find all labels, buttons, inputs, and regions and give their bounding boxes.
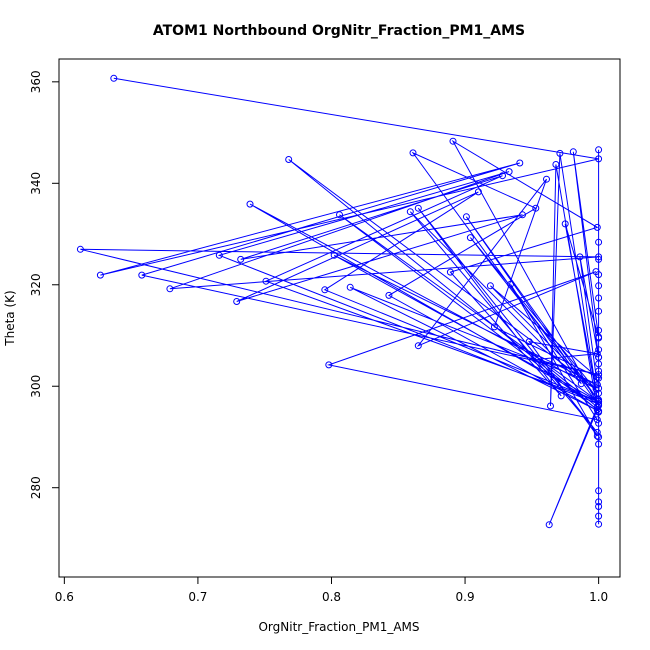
data-point <box>595 384 603 392</box>
y-axis-label: Theta (K) <box>3 290 17 346</box>
data-point <box>466 234 474 242</box>
data-point <box>237 255 245 263</box>
data-point <box>409 149 417 157</box>
data-point <box>262 277 270 285</box>
data-point <box>215 251 223 259</box>
y-tick-label: 340 <box>29 172 43 195</box>
data-point <box>414 204 422 212</box>
data-point <box>593 432 601 440</box>
data-point <box>595 487 603 495</box>
data-point <box>385 291 393 299</box>
data-point <box>593 428 601 436</box>
data-point <box>166 285 174 293</box>
data-point <box>595 255 603 263</box>
data-point <box>246 200 254 208</box>
data-point <box>552 161 560 168</box>
x-tick-label: 1.0 <box>589 590 608 604</box>
data-point <box>595 433 603 441</box>
data-point <box>593 403 601 411</box>
data-point <box>595 146 603 154</box>
data-point <box>507 280 514 288</box>
y-tick-label: 280 <box>29 476 43 499</box>
data-point <box>595 512 603 520</box>
data-point <box>595 374 603 382</box>
data-point <box>595 408 603 416</box>
data-point <box>593 381 601 389</box>
data-point <box>414 342 422 350</box>
data-point <box>595 326 603 334</box>
data-point <box>543 175 550 183</box>
series-line <box>80 77 600 525</box>
data-point <box>557 392 565 400</box>
data-point <box>545 521 553 529</box>
data-point <box>593 223 601 231</box>
data-point <box>462 213 470 221</box>
data-point <box>138 271 146 279</box>
data-point <box>595 367 603 375</box>
data-point <box>519 211 526 219</box>
data-point <box>595 271 603 279</box>
x-tick-label: 0.7 <box>188 590 207 604</box>
y-tick-label: 360 <box>29 70 43 93</box>
data-point <box>336 211 343 219</box>
x-axis-label: OrgNitr_Fraction_PM1_AMS <box>258 620 419 634</box>
plot-frame <box>58 58 621 578</box>
data-point <box>595 346 603 354</box>
data-point <box>474 188 482 196</box>
data-point <box>233 298 241 305</box>
x-tick-label: 0.9 <box>456 590 475 604</box>
data-point <box>576 253 584 261</box>
data-point <box>595 503 603 510</box>
data-point <box>595 307 603 315</box>
data-point <box>525 338 533 346</box>
data-point <box>406 208 414 216</box>
data-point <box>595 360 603 368</box>
data-point <box>595 520 603 528</box>
data-point <box>96 271 104 279</box>
data-point <box>569 148 577 156</box>
data-point <box>593 416 601 424</box>
data-point <box>595 238 603 246</box>
data-point <box>446 268 454 276</box>
data-point <box>486 282 494 290</box>
series <box>595 146 603 528</box>
data-point <box>595 396 603 404</box>
data-point <box>595 353 603 361</box>
y-tick-label: 320 <box>29 273 43 296</box>
data-point <box>547 402 554 410</box>
data-point <box>595 419 603 427</box>
data-point <box>325 361 333 369</box>
x-tick-label: 0.8 <box>322 590 341 604</box>
data-point <box>499 172 506 180</box>
data-point <box>490 323 498 331</box>
series <box>76 74 603 529</box>
data-point <box>595 334 603 342</box>
data-point <box>532 204 540 212</box>
data-point <box>593 350 601 358</box>
data-point <box>561 220 569 228</box>
data-point <box>76 245 84 253</box>
data-point <box>505 168 513 176</box>
data-point <box>595 282 603 290</box>
data-point <box>285 156 293 163</box>
data-point <box>449 137 457 145</box>
data-point <box>535 355 542 363</box>
axis-ticks: 0.6 0.7 0.8 0.9 1.0 280 300 320 340 360 <box>29 70 608 604</box>
data-point <box>330 251 338 259</box>
data-point <box>595 294 603 302</box>
data-point <box>516 159 524 167</box>
data-point <box>110 74 118 82</box>
data-point <box>556 149 564 157</box>
data-point <box>593 395 601 403</box>
data-point <box>577 380 585 388</box>
chart-title: ATOM1 Northbound OrgNitr_Fraction_PM1_AM… <box>153 23 525 39</box>
data-point <box>321 286 329 294</box>
data-point <box>595 440 603 448</box>
data-point <box>346 283 354 291</box>
y-tick-label: 300 <box>29 375 43 398</box>
x-tick-label: 0.6 <box>55 590 74 604</box>
series-layer <box>76 74 603 529</box>
data-point <box>595 498 603 506</box>
